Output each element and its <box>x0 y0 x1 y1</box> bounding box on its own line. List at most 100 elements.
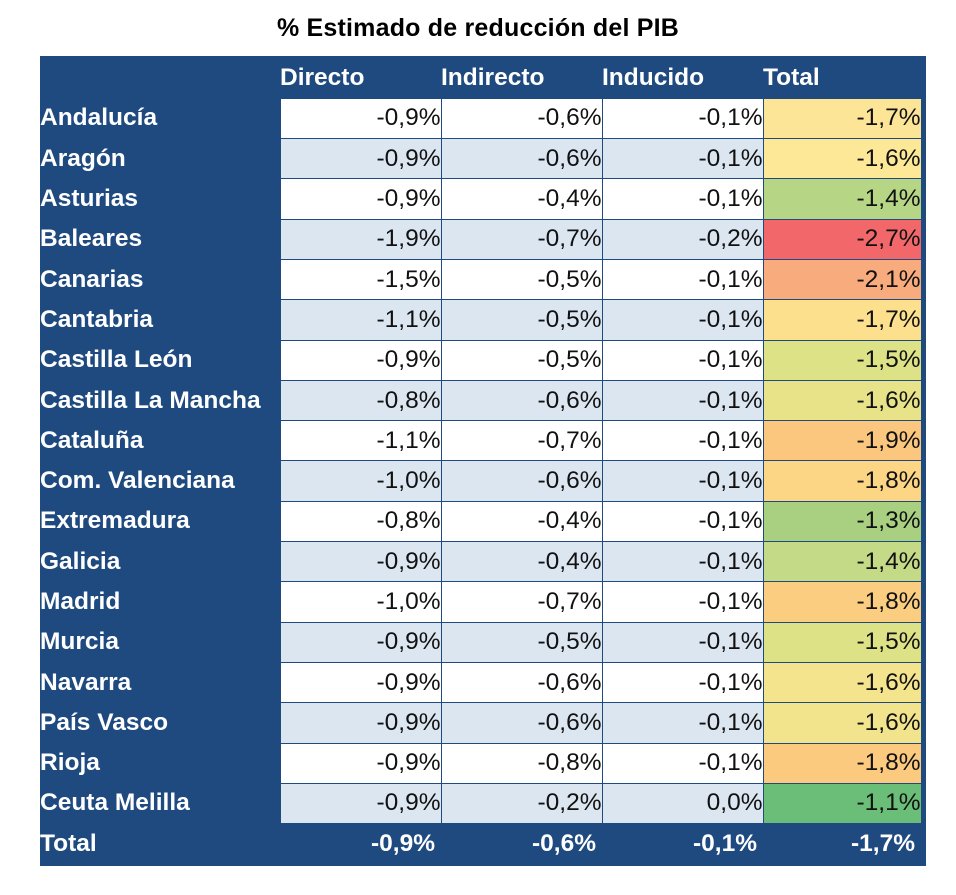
directo-cell: -0,9% <box>279 339 442 381</box>
region-cell: Cataluña <box>40 426 144 454</box>
indirecto-cell: -0,4% <box>440 178 603 220</box>
total-cell: -1,9% <box>762 420 922 462</box>
directo-cell: -0,9% <box>279 742 442 784</box>
directo-cell: -0,9% <box>279 541 442 583</box>
inducido-cell: -0,1% <box>601 420 764 462</box>
inducido-cell: -0,1% <box>601 460 764 502</box>
indirecto-cell: -0,5% <box>440 299 603 341</box>
directo-cell: -0,8% <box>279 500 442 543</box>
region-cell: Murcia <box>40 628 119 656</box>
total-row-indirecto: -0,6% <box>531 830 596 858</box>
directo-cell: -1,5% <box>279 258 442 301</box>
inducido-cell: -0,1% <box>601 299 764 341</box>
inducido-cell: -0,1% <box>601 702 764 744</box>
total-cell: -2,7% <box>762 218 922 260</box>
table-row: Cataluña -1,1% -0,7% -0,1% -1,9% <box>40 420 922 462</box>
total-cell: -1,3% <box>762 500 922 543</box>
directo-cell: -0,9% <box>279 621 442 663</box>
indirecto-cell: -0,5% <box>440 258 603 301</box>
total-cell: -1,8% <box>762 581 922 623</box>
indirecto-cell: -0,6% <box>440 460 603 502</box>
table-row: Castilla León -0,9% -0,5% -0,1% -1,5% <box>40 339 922 381</box>
indirecto-cell: -0,8% <box>440 742 603 784</box>
total-row-inducido: -0,1% <box>692 830 757 858</box>
inducido-cell: -0,1% <box>601 661 764 704</box>
indirecto-cell: -0,6% <box>440 702 603 744</box>
inducido-cell: -0,1% <box>601 339 764 381</box>
header-row: Directo Indirecto Inducido Total <box>40 58 921 99</box>
directo-cell: -0,9% <box>279 97 442 140</box>
region-cell: Asturias <box>40 185 139 213</box>
table-row: Ceuta Melilla -0,9% -0,2% 0,0% -1,1% <box>40 782 922 825</box>
table-row: País Vasco -0,9% -0,6% -0,1% -1,6% <box>40 702 922 744</box>
region-cell: Madrid <box>40 588 121 615</box>
table-row: Asturias -0,9% -0,4% -0,1% -1,4% <box>40 178 922 220</box>
total-cell: -1,6% <box>762 702 922 744</box>
directo-cell: -0,9% <box>279 661 442 704</box>
table-row: Com. Valenciana -1,0% -0,6% -0,1% -1,8% <box>40 460 922 502</box>
total-cell: -1,6% <box>762 138 922 180</box>
region-cell: Aragón <box>40 144 126 172</box>
inducido-cell: -0,1% <box>601 541 764 583</box>
region-cell: Andalucía <box>40 104 158 132</box>
indirecto-cell: -0,6% <box>440 661 603 704</box>
directo-cell: -0,9% <box>279 782 442 825</box>
inducido-cell: -0,1% <box>601 138 764 180</box>
region-cell: Galicia <box>40 547 121 575</box>
inducido-cell: -0,1% <box>601 581 764 623</box>
table-row: Baleares -1,9% -0,7% -0,2% -2,7% <box>40 218 922 260</box>
total-cell: -2,1% <box>762 258 922 301</box>
inducido-cell: -0,1% <box>601 379 764 422</box>
indirecto-cell: -0,7% <box>440 420 603 462</box>
inducido-cell: 0,0% <box>601 782 764 825</box>
total-row-directo: -0,9% <box>370 830 435 858</box>
table-row: Andalucía -0,9% -0,6% -0,1% -1,7% <box>40 97 922 140</box>
indirecto-cell: -0,2% <box>440 782 603 825</box>
indirecto-cell: -0,6% <box>440 138 603 180</box>
directo-cell: -1,0% <box>279 581 442 623</box>
gdp-reduction-table: Directo Indirecto Inducido Total Andaluc… <box>40 58 922 864</box>
region-cell: Castilla León <box>40 346 193 374</box>
header-directo: Directo <box>280 63 365 91</box>
total-cell: -1,1% <box>762 782 922 825</box>
table-row: Cantabria -1,1% -0,5% -0,1% -1,7% <box>40 299 922 341</box>
total-cell: -1,7% <box>762 97 922 140</box>
table-row: Extremadura -0,8% -0,4% -0,1% -1,3% <box>40 500 922 543</box>
directo-cell: -0,8% <box>279 379 442 422</box>
region-cell: Extremadura <box>40 507 190 535</box>
table-title: % Estimado de reducción del PIB <box>276 14 680 42</box>
region-cell: Cantabria <box>40 305 154 333</box>
total-cell: -1,4% <box>762 178 922 220</box>
directo-cell: -1,9% <box>279 218 442 260</box>
indirecto-cell: -0,4% <box>440 500 603 543</box>
inducido-cell: -0,1% <box>601 258 764 301</box>
region-cell: Rioja <box>40 749 100 777</box>
total-cell: -1,8% <box>762 460 922 502</box>
inducido-cell: -0,1% <box>601 621 764 663</box>
directo-cell: -1,1% <box>279 420 442 462</box>
inducido-cell: -0,1% <box>601 500 764 543</box>
directo-cell: -0,9% <box>279 178 442 220</box>
total-row: Total -0,9% -0,6% -0,1% -1,7% <box>40 824 921 864</box>
total-cell: -1,6% <box>762 379 922 422</box>
total-cell: -1,5% <box>762 621 922 663</box>
total-row-total: -1,7% <box>850 830 915 858</box>
region-cell: Castilla La Mancha <box>40 386 261 414</box>
header-total: Total <box>763 58 921 99</box>
directo-cell: -1,1% <box>279 299 442 341</box>
indirecto-cell: -0,6% <box>440 379 603 422</box>
inducido-cell: -0,2% <box>601 218 764 260</box>
total-cell: -1,7% <box>762 299 922 341</box>
region-cell: Com. Valenciana <box>40 467 235 495</box>
table-body: Andalucía -0,9% -0,6% -0,1% -1,7% Aragón -0,9%… <box>40 97 922 825</box>
indirecto-cell: -0,7% <box>440 581 603 623</box>
indirecto-cell: -0,4% <box>440 541 603 583</box>
indirecto-cell: -0,5% <box>440 339 603 381</box>
region-cell: Navarra <box>40 668 132 696</box>
table-row: Murcia -0,9% -0,5% -0,1% -1,5% <box>40 621 922 663</box>
total-cell: -1,6% <box>762 661 922 704</box>
indirecto-cell: -0,6% <box>440 97 603 140</box>
inducido-cell: -0,1% <box>601 178 764 220</box>
total-row-label: Total <box>40 829 97 857</box>
header-inducido: Inducido <box>602 63 705 91</box>
